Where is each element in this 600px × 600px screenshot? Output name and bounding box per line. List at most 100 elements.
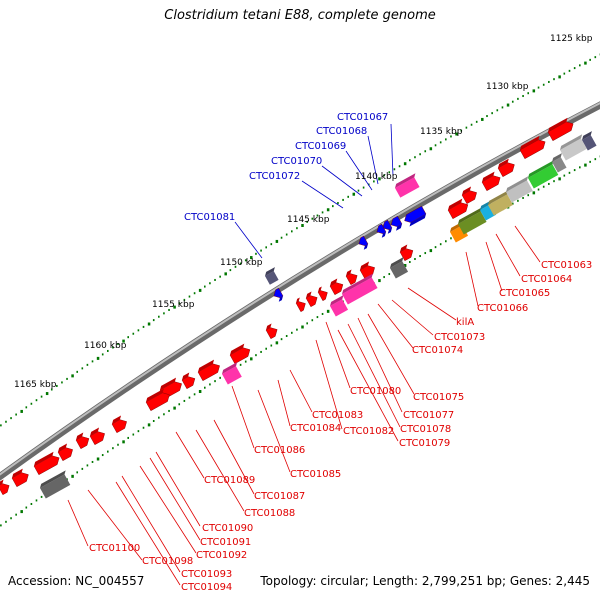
forward-gene <box>229 343 251 365</box>
tick-mark <box>316 214 319 217</box>
blue-gene-top <box>396 224 402 231</box>
tick-mark <box>66 377 68 380</box>
forward-gene <box>295 297 306 313</box>
forward-gene <box>57 443 73 462</box>
gene-label[interactable]: CTC01083 <box>312 410 363 421</box>
tick-mark <box>183 298 186 301</box>
tick-mark <box>558 177 561 181</box>
tick-mark <box>378 177 381 181</box>
tick-mark <box>398 165 401 168</box>
gene-label[interactable]: CTC01070 <box>271 156 322 167</box>
gene-label[interactable]: CTC01088 <box>244 508 295 519</box>
gene-label[interactable]: CTC01065 <box>499 288 550 299</box>
tick-mark <box>439 243 442 246</box>
gene-label[interactable]: CTC01086 <box>254 445 305 456</box>
gene-label[interactable]: CTC01100 <box>89 543 140 554</box>
tick-mark <box>403 162 407 166</box>
gene-label[interactable]: CTC01087 <box>254 491 305 502</box>
tick-mark <box>584 61 587 65</box>
tick-mark <box>173 406 176 410</box>
tick-mark <box>101 353 104 356</box>
gene-label[interactable]: CTC01073 <box>434 332 485 343</box>
gene-label[interactable]: CTC01075 <box>413 392 464 403</box>
tick-mark <box>219 376 221 379</box>
magenta-gene-top <box>222 362 238 374</box>
gene-label[interactable]: CTC01090 <box>202 523 253 534</box>
tick-mark <box>112 447 114 450</box>
dark-gene-top <box>582 131 592 140</box>
tick-mark <box>434 144 437 147</box>
gene-label[interactable]: CTC01091 <box>200 537 251 548</box>
gene-label[interactable]: CTC01093 <box>181 569 232 580</box>
gene-label[interactable]: CTC01082 <box>343 426 394 437</box>
tick-mark <box>112 346 114 349</box>
forward-gene-top <box>306 291 312 298</box>
gene-label[interactable]: CTC01063 <box>541 260 592 271</box>
ruler-label: 1150 kbp <box>220 258 263 268</box>
tick-mark <box>291 331 293 334</box>
gene-label[interactable]: CTC01081 <box>184 212 235 223</box>
tick-mark <box>214 278 216 281</box>
tick-mark <box>445 138 447 141</box>
tick-mark <box>321 211 324 214</box>
gene-label[interactable]: CTC01078 <box>400 424 451 435</box>
forward-gene-top <box>146 388 164 402</box>
forward-gene <box>145 388 170 412</box>
tick-mark <box>270 243 273 246</box>
tick-mark <box>107 450 109 453</box>
accession-text: Accession: NC_004557 <box>8 574 145 588</box>
gene-label[interactable]: kilA <box>456 317 474 328</box>
tick-mark <box>311 319 314 322</box>
ruler-label: 1160 kbp <box>84 341 127 351</box>
blue-gene-top <box>381 232 386 238</box>
gene-label[interactable]: CTC01066 <box>477 303 528 314</box>
gene-label[interactable]: CTC01092 <box>196 550 247 561</box>
tick-mark <box>579 64 581 67</box>
tick-mark <box>306 322 308 325</box>
gene-label[interactable]: CTC01064 <box>521 274 572 285</box>
tick-mark <box>265 246 267 249</box>
forward-gene-shape <box>519 139 546 160</box>
gene-label[interactable]: CTC01069 <box>295 141 346 152</box>
tick-mark <box>35 499 38 502</box>
tick-mark <box>142 426 145 429</box>
tick-mark <box>465 126 468 129</box>
gene-label[interactable]: CTC01098 <box>142 556 193 567</box>
gene-label[interactable]: CTC01068 <box>316 126 367 137</box>
forward-gene-top <box>12 468 23 478</box>
grey-gene-top <box>40 470 66 488</box>
tick-mark <box>511 100 514 103</box>
gene-label[interactable]: CTC01079 <box>399 438 450 449</box>
tick-mark <box>275 239 279 243</box>
tick-mark <box>122 440 125 444</box>
gene-label[interactable]: CTC01072 <box>249 171 300 182</box>
tick-mark <box>542 83 545 86</box>
tick-mark <box>137 329 140 332</box>
forward-gene-shape <box>345 273 358 286</box>
gene-label[interactable]: CTC01074 <box>412 345 463 356</box>
tick-mark <box>424 150 427 153</box>
tick-mark <box>152 420 155 423</box>
gene-label[interactable]: CTC01084 <box>290 423 341 434</box>
tick-mark <box>301 325 304 329</box>
tick-mark <box>589 160 591 163</box>
tick-mark <box>250 256 253 260</box>
tick-mark <box>403 264 407 267</box>
magenta-gene-shape <box>222 366 242 385</box>
tick-mark <box>117 443 119 446</box>
tick-mark <box>152 319 155 322</box>
gene-label[interactable]: CTC01089 <box>204 475 255 486</box>
gene-label[interactable]: CTC01080 <box>350 386 401 397</box>
tick-mark <box>424 252 427 255</box>
gene-label[interactable]: CTC01085 <box>290 469 341 480</box>
tick-mark <box>342 198 344 201</box>
tick-mark <box>301 224 304 227</box>
gene-label[interactable]: CTC01077 <box>403 410 454 421</box>
tick-mark <box>255 252 257 255</box>
grey-gene <box>552 153 567 173</box>
gene-label[interactable]: CTC01067 <box>337 112 388 123</box>
gene-label[interactable]: CTC01094 <box>181 582 232 593</box>
tick-mark <box>239 363 242 366</box>
tick-mark <box>5 420 7 423</box>
